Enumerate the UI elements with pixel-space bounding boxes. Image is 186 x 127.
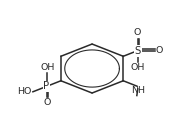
Text: O: O: [43, 98, 50, 107]
Text: HO: HO: [18, 87, 32, 96]
Text: OH: OH: [130, 64, 145, 72]
Text: P: P: [44, 81, 50, 91]
Text: O: O: [134, 28, 141, 37]
Text: NH: NH: [131, 86, 145, 95]
Text: O: O: [155, 46, 163, 55]
Text: OH: OH: [40, 63, 55, 72]
Text: S: S: [134, 46, 141, 56]
